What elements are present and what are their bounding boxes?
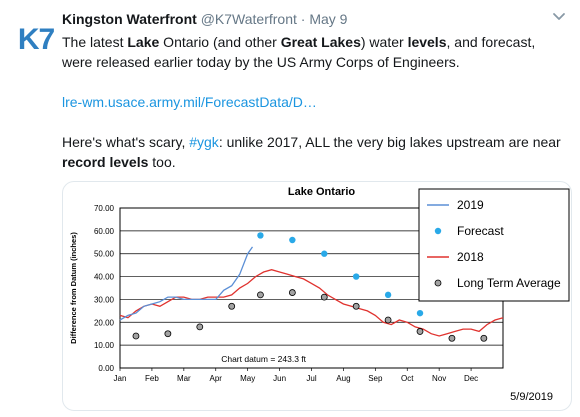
tweet-text-segment: Lake xyxy=(127,34,160,50)
chart-date-label: 5/9/2019 xyxy=(510,391,553,403)
header-separator: · xyxy=(300,11,306,27)
y-axis-label: Difference from Datum (inches) xyxy=(69,232,78,344)
legend-swatch xyxy=(434,279,442,287)
x-tick-label: Dec xyxy=(464,374,478,383)
tweet-text-segment: Ontario (and other xyxy=(159,34,281,50)
lta-point xyxy=(164,330,172,338)
chart-datum-annotation: Chart datum = 243.3 ft xyxy=(221,354,306,364)
lta-point xyxy=(196,323,204,331)
tweet-date[interactable]: May 9 xyxy=(309,11,348,27)
hashtag-link[interactable]: #ygk xyxy=(189,134,219,150)
lake-ontario-chart: Lake Ontario 0.00 10.00 20.00 30.00 40.00 50.0… xyxy=(69,186,570,403)
tweet-text-segment: levels xyxy=(407,34,447,50)
chevron-down-icon[interactable] xyxy=(552,12,566,22)
forecast-point xyxy=(416,309,424,317)
lta-point xyxy=(352,302,360,310)
forecast-point xyxy=(257,232,264,239)
lta-point xyxy=(288,289,296,296)
x-tick-label: Sep xyxy=(368,374,383,383)
lta-point xyxy=(480,334,488,342)
tweet-image[interactable]: Lake Ontario 0.00 10.00 20.00 30.00 40.00 50.0… xyxy=(62,181,572,411)
x-tick-label: Jun xyxy=(273,374,286,383)
x-tick-label: May xyxy=(240,374,255,383)
y-tick-label: 30.00 xyxy=(94,295,115,304)
tweet-link[interactable]: lre-wm.usace.army.mil/ForecastData/D… xyxy=(62,94,317,110)
x-tick-label: Mar xyxy=(177,374,191,383)
x-tick-label: Feb xyxy=(145,374,159,383)
x-tick-label: Aug xyxy=(336,374,350,383)
y-tick-label: 50.00 xyxy=(94,250,115,259)
y-tick-label: 0.00 xyxy=(98,364,114,373)
tweet-header: Kingston Waterfront @K7Waterfront · May … xyxy=(62,11,562,31)
avatar[interactable]: K7 xyxy=(10,12,62,64)
tweet-paragraph-2: Here's what's scary, #ygk: unlike 2017, … xyxy=(62,134,561,170)
series-2018-line xyxy=(119,269,504,337)
lta-point xyxy=(448,334,456,342)
lta-point xyxy=(228,302,236,310)
y-tick-label: 60.00 xyxy=(94,227,115,236)
tweet-text-segment: ) water xyxy=(360,34,408,50)
legend-label: 2019 xyxy=(457,198,484,212)
x-tick-label: Oct xyxy=(401,374,414,383)
tweet-text-segment: The latest xyxy=(62,34,128,50)
tweet-text: The latest Lake Ontario (and other Great… xyxy=(62,32,567,172)
avatar-logo-text: K7 xyxy=(18,23,55,56)
author-handle[interactable]: @K7Waterfront xyxy=(200,11,297,27)
y-tick-label: 70.00 xyxy=(94,204,115,213)
x-tick-label: Nov xyxy=(432,374,446,383)
lta-point xyxy=(416,328,424,335)
tweet-text-segment: , and forecast, were released earlier to… xyxy=(62,34,536,70)
forecast-point xyxy=(384,291,392,299)
tweet-paragraph-1: The latest Lake Ontario (and other Great… xyxy=(62,32,567,72)
chart-title: Lake Ontario xyxy=(288,186,356,198)
series-2019-line xyxy=(119,246,254,321)
y-tick-label: 20.00 xyxy=(94,318,115,327)
author-name[interactable]: Kingston Waterfront xyxy=(62,11,197,27)
y-tick-label: 40.00 xyxy=(94,273,115,282)
legend-box xyxy=(418,188,570,302)
forecast-point xyxy=(352,273,360,280)
lta-point xyxy=(257,291,264,299)
x-tick-label: Jul xyxy=(306,374,316,383)
y-tick-label: 10.00 xyxy=(94,341,115,350)
lta-point xyxy=(132,332,140,340)
legend-label: Forecast xyxy=(457,224,504,238)
tweet-text-segment: Great Lakes xyxy=(280,34,361,50)
forecast-point xyxy=(289,236,296,244)
legend-label: Long Term Average xyxy=(457,276,561,290)
lta-point xyxy=(384,316,392,324)
x-tick-label: Apr xyxy=(210,374,223,383)
lta-point xyxy=(320,293,328,301)
x-tick-label: Jan xyxy=(114,374,127,383)
legend-swatch xyxy=(434,227,442,235)
legend-label: 2018 xyxy=(457,250,484,264)
forecast-point xyxy=(321,250,328,257)
